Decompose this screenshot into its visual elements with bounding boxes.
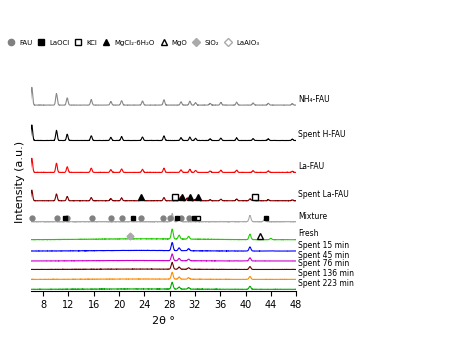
Text: Fresh: Fresh xyxy=(298,229,319,238)
X-axis label: 2θ °: 2θ ° xyxy=(152,316,175,326)
Legend: FAU, LaOCl, KCl, MgCl₂·6H₂O, MgO, SiO₂, LaAlO₃: FAU, LaOCl, KCl, MgCl₂·6H₂O, MgO, SiO₂, … xyxy=(4,40,259,46)
Text: NH₄-FAU: NH₄-FAU xyxy=(298,95,329,104)
Text: Spent 76 min: Spent 76 min xyxy=(298,259,349,268)
Text: La-FAU: La-FAU xyxy=(298,162,324,171)
Text: Spent La-FAU: Spent La-FAU xyxy=(298,190,349,199)
Text: Spent 15 min: Spent 15 min xyxy=(298,241,349,250)
Y-axis label: Intensity (a.u.): Intensity (a.u.) xyxy=(15,141,25,223)
Text: Mixture: Mixture xyxy=(298,211,327,221)
Text: Spent 136 min: Spent 136 min xyxy=(298,269,354,278)
Text: Spent 45 min: Spent 45 min xyxy=(298,251,349,260)
Text: Spent 223 min: Spent 223 min xyxy=(298,279,354,288)
Text: Spent H-FAU: Spent H-FAU xyxy=(298,130,346,139)
